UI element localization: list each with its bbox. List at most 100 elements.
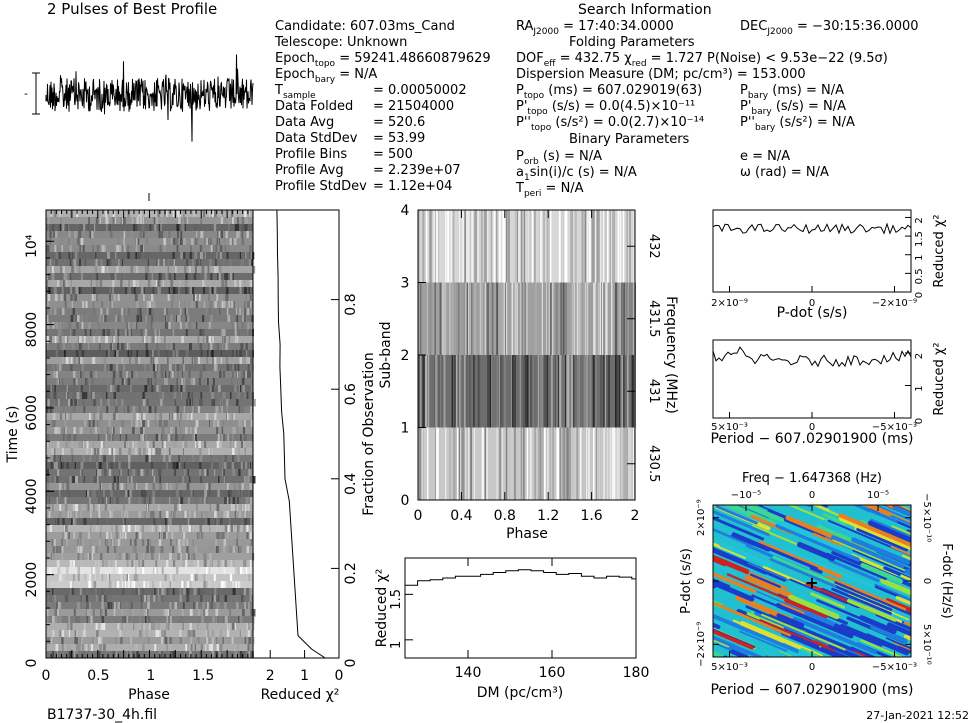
time-phase-streak [155, 364, 158, 372]
sb-xtick-label: 0 [414, 508, 423, 524]
time-phase-streak [175, 238, 179, 246]
subband-streak [625, 282, 627, 355]
time-phase-streak [200, 476, 203, 484]
subband-streak [478, 210, 481, 283]
time-phase-streak [246, 476, 249, 484]
time-phase-streak [206, 469, 209, 477]
time-phase-streak [75, 224, 78, 232]
subband-streak [562, 282, 565, 355]
time-phase-streak [150, 546, 152, 554]
time-phase-streak [57, 469, 60, 477]
subband-streak [594, 355, 597, 428]
time-phase-streak [142, 553, 145, 561]
subband-streak [493, 210, 496, 283]
time-phase-streak [198, 609, 200, 617]
time-phase-streak [124, 553, 126, 561]
time-phase-streak [217, 644, 221, 652]
time-phase-streak [101, 343, 104, 351]
time-phase-streak [82, 392, 85, 400]
subband-streak [559, 355, 562, 428]
time-phase-streak [61, 546, 64, 554]
ecc-line: e = N/A [740, 149, 790, 164]
subband-streak [586, 210, 589, 283]
time-phase-streak [234, 322, 237, 330]
time-phase-streak [230, 287, 232, 295]
heatmap-band [890, 545, 911, 556]
subband-streak [615, 282, 618, 355]
time-phase-streak [140, 595, 143, 603]
time-phase-streak [71, 455, 74, 463]
time-phase-streak [159, 532, 161, 540]
time-phase-streak [154, 567, 156, 575]
time-phase-streak [149, 378, 151, 386]
time-phase-streak [73, 532, 76, 540]
time-phase-streak [208, 574, 210, 582]
time-phase-streak [97, 210, 101, 218]
time-phase-streak [154, 378, 157, 386]
time-phase-streak [165, 210, 168, 218]
subband-streak [538, 355, 541, 428]
time-phase-streak [55, 546, 59, 554]
time-phase-streak [98, 336, 101, 344]
time-phase-streak [143, 294, 145, 302]
time-phase-streak [54, 539, 56, 547]
time-phase-streak [219, 308, 221, 316]
time-phase-streak [139, 532, 142, 540]
subband-streak [496, 282, 499, 355]
time-phase-streak [74, 518, 77, 526]
time-phase-streak [182, 539, 186, 547]
time-phase-streak [64, 532, 67, 540]
subband-streak [439, 282, 442, 355]
subband-streak [444, 355, 446, 428]
time-phase-streak [97, 567, 100, 575]
subband-streak [444, 427, 446, 500]
time-phase-streak [182, 441, 184, 449]
subband-streak [469, 282, 472, 355]
time-phase-streak [236, 231, 239, 239]
time-phase-streak [69, 560, 73, 568]
time-phase-streak [209, 546, 212, 554]
time-phase-streak [249, 532, 252, 540]
time-phase-streak [163, 497, 166, 505]
time-phase-streak [179, 595, 182, 603]
time-phase-streak [116, 210, 119, 218]
freq-tick-label: 431 [646, 379, 661, 404]
time-phase-streak [46, 273, 48, 281]
time-phase-streak [172, 322, 175, 330]
time-phase-streak [158, 329, 160, 337]
time-phase-streak [47, 455, 51, 463]
heatmap-band [792, 616, 877, 655]
time-phase-streak [50, 385, 53, 393]
time-phase-streak [213, 595, 217, 603]
time-phase-streak [98, 434, 100, 442]
redchi-time-curve [276, 209, 326, 659]
time-phase-streak [142, 602, 146, 610]
time-phase-streak [130, 385, 132, 393]
time-phase-streak [86, 574, 89, 582]
time-phase-streak [246, 308, 250, 316]
time-phase-row [46, 322, 253, 330]
time-phase-streak [214, 413, 217, 421]
subband-streak [453, 355, 456, 428]
time-phase-streak [47, 574, 50, 582]
time-phase-streak [128, 308, 130, 316]
time-phase-streak [106, 406, 109, 414]
subband-streak [586, 427, 587, 500]
subband-streak [492, 282, 494, 355]
time-phase-streak [48, 581, 51, 589]
time-phase-streak [70, 287, 73, 295]
subband-streak [593, 282, 596, 355]
subband-streak [469, 210, 471, 283]
subband-streak [583, 355, 586, 428]
subband-streak [438, 355, 440, 428]
time-phase-streak [215, 245, 218, 253]
subband-streak [587, 427, 590, 500]
time-phase-streak [93, 287, 96, 295]
time-phase-streak [143, 609, 145, 617]
time-phase-streak [196, 567, 199, 575]
time-phase-streak [65, 539, 68, 547]
time-phase-streak [65, 280, 68, 288]
time-phase-streak [124, 441, 126, 449]
time-phase-streak [242, 546, 244, 554]
time-phase-streak [157, 336, 161, 344]
